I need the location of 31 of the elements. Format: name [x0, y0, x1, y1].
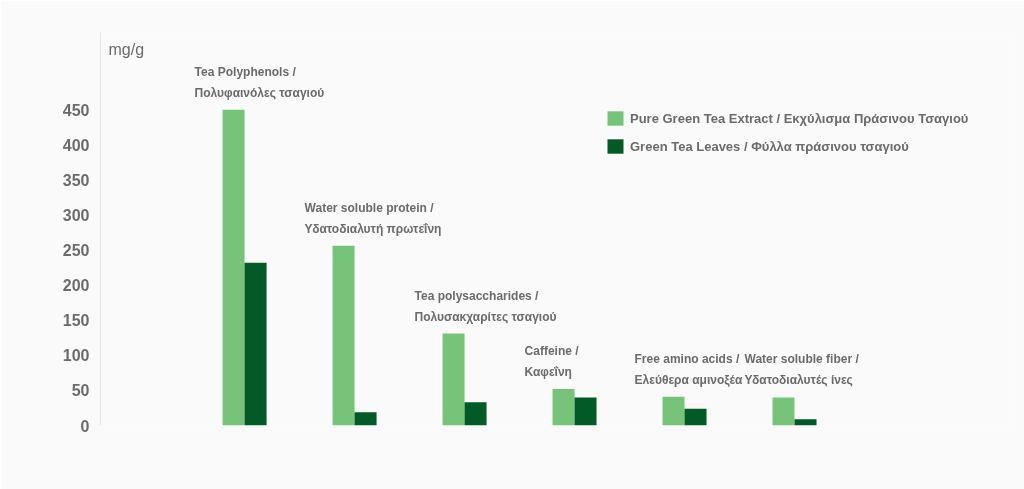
y-axis-title: mg/g [108, 40, 145, 58]
bar [684, 408, 707, 426]
y-tick-label: 0 [80, 417, 90, 435]
x-tick-label: Tea polysaccharides / Πολυσακχαρίτες τσαγιού [414, 288, 557, 324]
y-tick-label: 350 [62, 171, 90, 189]
y-tick-label: 200 [62, 277, 90, 295]
x-tick-label: Water soluble protein / Υδατοδιαλυτή πρωτεΐνη [304, 200, 442, 236]
bar [464, 402, 487, 426]
y-tick-label: 150 [62, 312, 90, 330]
y-tick-label: 50 [71, 382, 90, 400]
legend-label: Pure Green Tea Extract / Εκχύλισμα Πράσινου Τσαγιού [630, 110, 969, 126]
y-tick-label: 400 [62, 136, 90, 154]
x-tick-label: Water soluble fiber / Υδατοδιαλυτές ίνες [744, 352, 860, 388]
bar [244, 262, 267, 426]
bar [574, 397, 597, 426]
y-tick-label: 300 [62, 206, 90, 224]
bar [442, 333, 465, 426]
y-tick-label: 450 [62, 101, 90, 119]
y-tick-label: 250 [62, 242, 90, 260]
x-tick-label: Free amino acids / Ελεύθερα αμινοξέα [634, 351, 744, 387]
bar [662, 396, 685, 426]
bar [222, 109, 245, 426]
bar [552, 389, 575, 426]
bar [772, 397, 795, 426]
y-tick-label: 100 [62, 347, 90, 365]
bar [794, 419, 817, 426]
bar [332, 245, 355, 426]
x-tick-label: Caffeine / Καφεΐνη [524, 344, 580, 380]
bar [354, 412, 377, 426]
x-tick-label: Tea Polyphenols / Πολυφαινόλες τσαγιού [194, 64, 325, 100]
legend-label: Green Tea Leaves / Φύλλα πράσινου τσαγιού [630, 138, 909, 154]
